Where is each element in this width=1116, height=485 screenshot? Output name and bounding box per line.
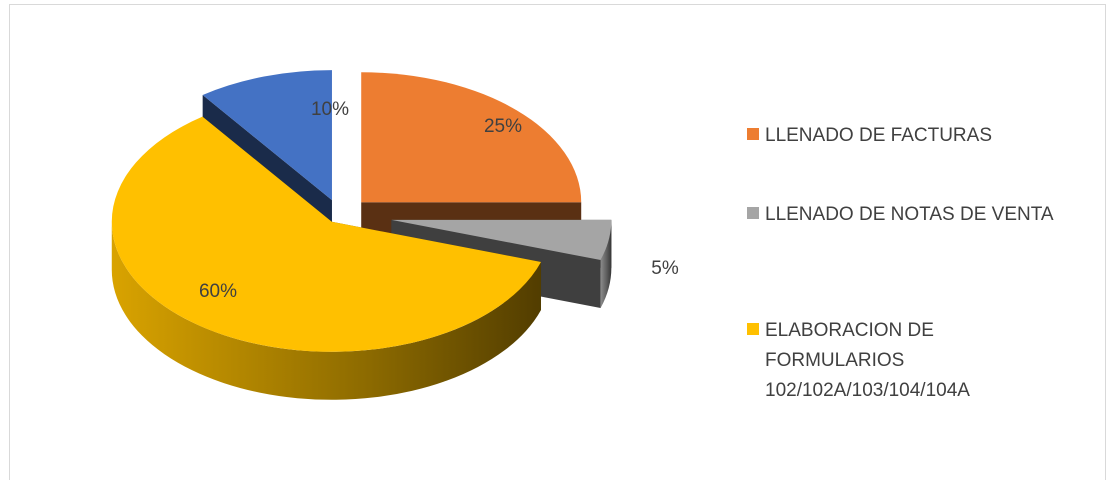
data-label-otros: 10%	[311, 99, 349, 120]
legend-label-formularios: ELABORACION DE FORMULARIOS 102/102A/103/…	[765, 320, 970, 401]
data-label-facturas: 25%	[484, 116, 522, 137]
data-label-notas-venta: 5%	[651, 258, 679, 279]
pie-side-formularios-0	[111, 221, 542, 400]
pie-top-facturas	[361, 72, 582, 203]
data-label-formularios: 60%	[199, 281, 237, 302]
legend-swatch-formularios	[747, 323, 759, 335]
legend-swatch-facturas	[747, 128, 759, 140]
legend-item-notas-venta: LLENADO DE NOTAS DE VENTA	[747, 200, 1054, 230]
legend-label-facturas: LLENADO DE FACTURAS	[765, 125, 992, 146]
pie-top-notas-venta	[391, 219, 612, 261]
pie-side-notas-venta-0	[600, 219, 612, 309]
legend-item-formularios: ELABORACION DE FORMULARIOS 102/102A/103/…	[747, 316, 995, 406]
chart-frame: 25% 5% 60% 10% LLENADO DE FACTURAS LLENADO …	[9, 4, 1106, 480]
legend-swatch-notas-venta	[747, 207, 759, 219]
legend-item-facturas: LLENADO DE FACTURAS	[747, 121, 992, 151]
pie-chart: 25% 5% 60% 10%	[111, 70, 679, 400]
pie-top-otros	[202, 70, 332, 201]
pie-top-formularios	[111, 116, 542, 352]
pie-slice-formularios	[111, 116, 542, 400]
legend-label-notas-venta: LLENADO DE NOTAS DE VENTA	[765, 204, 1054, 225]
